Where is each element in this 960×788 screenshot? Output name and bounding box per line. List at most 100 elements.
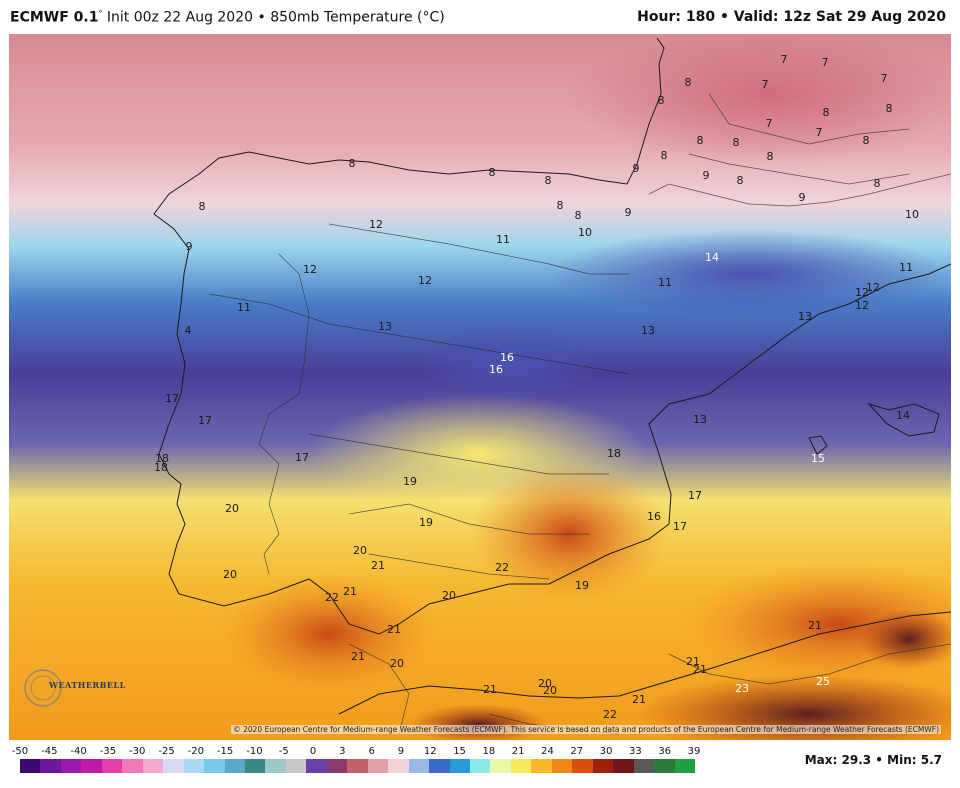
contour-label: 21 bbox=[351, 650, 365, 663]
legend-color-swatch bbox=[60, 759, 82, 773]
legend-color-swatch bbox=[408, 759, 430, 773]
weatherbell-logo: WEATHERBELL bbox=[23, 668, 125, 712]
coastlines bbox=[153, 37, 951, 715]
contour-label: 13 bbox=[798, 310, 812, 323]
legend-tick-label: -45 bbox=[41, 746, 58, 757]
legend-color-swatch bbox=[20, 759, 41, 773]
contour-label: 17 bbox=[673, 520, 687, 533]
legend-tick-label: -5 bbox=[278, 746, 289, 757]
contour-label: 21 bbox=[686, 655, 700, 668]
contour-label: 23 bbox=[735, 682, 749, 695]
contour-label: 11 bbox=[496, 233, 510, 246]
min-value: Min: 5.7 bbox=[887, 753, 942, 767]
temperature-map[interactable]: 8 7 7 7 7 8 8 8 7 7 8 8 8 8 8 8 8 8 9 9 8 8 9 8 8 8 9 10 12 10 11 9 14 11… bbox=[9, 34, 951, 740]
legend-colorbar bbox=[20, 759, 695, 773]
contour-label: 12 bbox=[855, 286, 869, 299]
legend-color-swatch bbox=[101, 759, 123, 773]
valid-label: Valid: 12z Sat 29 Aug 2020 bbox=[733, 9, 946, 25]
contour-label: 8 bbox=[685, 76, 692, 89]
contour-label: 18 bbox=[155, 452, 169, 465]
legend-tick-label: 33 bbox=[629, 746, 642, 757]
legend-tick-label: 39 bbox=[687, 746, 701, 757]
contour-label: 7 bbox=[766, 117, 773, 130]
contour-label: 18 bbox=[607, 447, 621, 460]
contour-label: 8 bbox=[886, 102, 893, 115]
contour-label: 19 bbox=[403, 475, 417, 488]
legend-tick-label: 21 bbox=[511, 746, 525, 757]
contour-label: 20 bbox=[442, 589, 456, 602]
legend-color-swatch bbox=[674, 759, 695, 773]
max-min-readout: Max: 29.3 • Min: 5.7 bbox=[805, 753, 942, 767]
legend-color-swatch bbox=[531, 759, 552, 773]
contour-label: 11 bbox=[658, 276, 672, 289]
legend-color-swatch bbox=[163, 759, 184, 773]
legend-tick-label: -20 bbox=[187, 746, 204, 757]
legend-tick-label: -15 bbox=[216, 746, 234, 757]
contour-label: 7 bbox=[762, 78, 769, 91]
contour-label: 9 bbox=[186, 240, 193, 253]
contour-label: 20 bbox=[353, 544, 367, 557]
legend-color-swatch bbox=[306, 759, 327, 773]
contour-label: 12 bbox=[855, 299, 869, 312]
contour-label: 21 bbox=[343, 585, 357, 598]
contour-label: 18 bbox=[154, 461, 168, 474]
legend-color-swatch bbox=[633, 759, 655, 773]
contour-label: 8 bbox=[697, 134, 704, 147]
legend-tick-label: 0 bbox=[309, 746, 317, 757]
contour-label: 8 bbox=[661, 149, 668, 162]
legend-color-swatch bbox=[490, 759, 511, 773]
contour-label: 7 bbox=[881, 72, 888, 85]
contour-label: 8 bbox=[733, 136, 740, 149]
contour-label: 20 bbox=[225, 502, 239, 515]
contour-label: 17 bbox=[198, 414, 212, 427]
field-name: 850mb Temperature (°C) bbox=[265, 9, 445, 26]
legend-tick-label: 9 bbox=[397, 746, 405, 757]
forecast-title: ECMWF 0.1° Init 00z 22 Aug 2020 • 850mb … bbox=[10, 9, 445, 26]
contour-label: 13 bbox=[378, 320, 392, 333]
contour-label: 16 bbox=[500, 351, 514, 364]
hour-label: Hour: 180 bbox=[637, 9, 716, 25]
legend-color-swatch bbox=[654, 759, 675, 773]
contour-label: 7 bbox=[822, 56, 829, 69]
model-name: ECMWF 0.1 bbox=[10, 9, 99, 26]
contour-label: 14 bbox=[705, 251, 719, 264]
legend-color-swatch bbox=[429, 759, 450, 773]
cold-blue-area bbox=[419, 324, 599, 404]
map-header: ECMWF 0.1° Init 00z 22 Aug 2020 • 850mb … bbox=[0, 0, 960, 34]
contour-label: 17 bbox=[295, 451, 309, 464]
contour-label: 13 bbox=[641, 324, 655, 337]
weatherbell-logo-icon bbox=[24, 669, 62, 707]
contour-label: 8 bbox=[575, 209, 582, 222]
contour-label: 21 bbox=[693, 663, 707, 676]
contour-label: 19 bbox=[419, 516, 433, 529]
contour-label: 8 bbox=[545, 174, 552, 187]
contour-label: 14 bbox=[896, 409, 910, 422]
contour-label: 9 bbox=[799, 191, 806, 204]
contour-label: 8 bbox=[874, 177, 881, 190]
copyright-credit: © 2020 European Centre for Medium-range … bbox=[231, 725, 941, 734]
contour-label: 8 bbox=[557, 199, 564, 212]
legend-color-swatch bbox=[142, 759, 164, 773]
contour-label: 11 bbox=[899, 261, 913, 274]
legend-color-swatch bbox=[285, 759, 307, 773]
contour-label: 11 bbox=[237, 301, 251, 314]
legend-tick-label: 30 bbox=[599, 746, 613, 757]
color-legend: -50 -45 -40 -35 -30 -25 -20 -15 -10 -5 0 3 6 9 12 15 18 2… bbox=[10, 746, 700, 786]
contour-label: 12 bbox=[369, 218, 383, 231]
contour-label: 8 bbox=[658, 94, 665, 107]
very-hot-area bbox=[639, 674, 951, 740]
logo-text: WEATHERBELL bbox=[49, 680, 126, 690]
contour-label: 10 bbox=[905, 208, 919, 221]
legend-color-swatch bbox=[347, 759, 368, 773]
legend-tick-label: 15 bbox=[453, 746, 466, 757]
legend-tick-label: -30 bbox=[129, 746, 146, 757]
contour-label: 8 bbox=[737, 174, 744, 187]
contour-label: 22 bbox=[495, 561, 509, 574]
legend-tick-label: 27 bbox=[570, 746, 584, 757]
contour-label: 22 bbox=[603, 708, 617, 721]
warm-pink-area bbox=[569, 34, 951, 164]
legend-color-swatch bbox=[449, 759, 470, 773]
max-value: Max: 29.3 bbox=[804, 753, 872, 767]
contour-label: 19 bbox=[575, 579, 589, 592]
valid-time: Hour: 180 • Valid: 12z Sat 29 Aug 2020 bbox=[637, 9, 946, 25]
